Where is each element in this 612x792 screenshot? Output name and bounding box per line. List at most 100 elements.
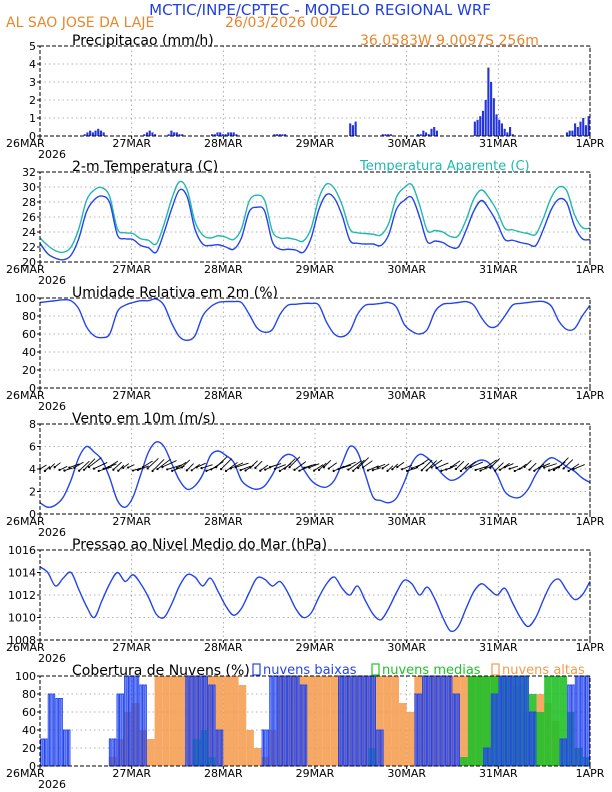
wind-barb-dot — [440, 469, 443, 472]
wind-barb-dot — [249, 466, 252, 469]
wind-barb — [39, 464, 47, 470]
panel-0: 0 1 2 3 4 5 26MAR 27MAR 28MAR 29MAR 30MAR 31MAR 1APR… — [6, 33, 605, 161]
wind-barb-dot — [543, 466, 546, 469]
cloud-low-bar — [57, 698, 61, 767]
legend-label: nuvens altas — [502, 663, 585, 678]
x-tick-label: 1APR — [576, 137, 605, 150]
wind-barb — [59, 466, 68, 471]
cloud-low-bar — [63, 729, 66, 767]
precip-bar — [278, 134, 281, 136]
precip-bar — [354, 121, 357, 136]
cloud-high-bar — [345, 676, 354, 766]
series-line-0 — [39, 566, 591, 633]
precip-bar — [500, 123, 504, 136]
cloud-low-bar — [68, 729, 71, 767]
precip-bar — [433, 127, 436, 136]
y-tick-label: 40 — [22, 724, 36, 737]
wind-barb — [529, 462, 537, 471]
wind-barb-dot — [210, 468, 213, 471]
wind-barb — [235, 462, 249, 468]
x-tick-label: 26MAR — [6, 767, 45, 780]
precip-bar — [232, 132, 235, 136]
wind-barb-dot — [425, 469, 428, 472]
wind-barb-dot — [259, 469, 262, 472]
precip-bar — [170, 130, 173, 136]
cloud-low-bar — [304, 684, 308, 767]
cloud-low-bar — [50, 693, 53, 767]
wind-barb-dot — [190, 469, 193, 472]
x-tick-label: 30MAR — [387, 767, 426, 780]
cloud-high-bar — [337, 676, 346, 766]
year-label: 2026 — [38, 400, 66, 413]
wind-barb — [558, 457, 569, 468]
wind-barb-dot — [146, 467, 149, 470]
precip-bar — [476, 119, 479, 136]
x-tick-label: 29MAR — [296, 641, 335, 654]
wind-barb — [132, 467, 142, 471]
precip-bar — [227, 132, 230, 136]
cloud-high-bar — [284, 676, 293, 766]
precip-bar — [389, 134, 392, 136]
x-tick-label: 30MAR — [387, 515, 426, 528]
wind-barb-dot — [107, 465, 110, 469]
cloud-mid-bar — [544, 676, 552, 766]
x-tick-label: 29MAR — [296, 515, 335, 528]
x-tick-label: 1APR — [576, 389, 605, 402]
wind-barb — [455, 460, 465, 470]
wind-barb-dot — [376, 466, 379, 469]
x-tick-label: 26MAR — [6, 641, 45, 654]
cloud-high-bar — [437, 676, 445, 766]
wind-barb — [539, 463, 551, 469]
y-tick-label: 4 — [29, 463, 36, 476]
cloud-high-bar — [238, 685, 247, 766]
run-date-label: 26/03/2026 00Z — [225, 15, 338, 31]
cloud-high-bar — [246, 730, 254, 766]
wind-barb-dot — [200, 467, 203, 470]
wind-barb — [387, 465, 394, 472]
precip-bar — [210, 134, 214, 136]
cloud-high-bar — [230, 676, 239, 766]
wind-barb-dot — [528, 468, 531, 471]
cloud-low-bar — [210, 684, 214, 767]
precip-bar — [490, 82, 493, 136]
x-tick-label: 31MAR — [479, 767, 518, 780]
wind-barb — [348, 460, 362, 470]
wind-barb-dot — [171, 469, 174, 472]
y-tick-label: 100 — [15, 292, 36, 305]
panel-title: Pressao ao Nivel Medio do Mar (hPa) — [72, 537, 327, 553]
cloud-high-bar — [307, 676, 315, 766]
precip-bar — [422, 130, 425, 136]
panel-title: 2-m Temperatura (C) — [72, 159, 218, 175]
wind-barb — [416, 458, 430, 468]
wind-barb-dot — [224, 469, 228, 473]
cloud-high-bar — [215, 676, 224, 766]
cloud-high-bar — [162, 676, 170, 766]
cloud-high-bar — [269, 730, 277, 766]
wind-barb — [196, 462, 206, 468]
cloud-low-bar — [47, 693, 51, 767]
wind-barb — [573, 464, 585, 470]
cloud-mid-bar — [467, 676, 476, 766]
x-tick-label: 28MAR — [204, 641, 243, 654]
wind-barb-dot — [97, 469, 100, 473]
wind-barb-dot — [547, 469, 551, 472]
wind-barb-dot — [87, 465, 91, 469]
panel-title: Vento em 10m (m/s) — [72, 411, 216, 427]
cloud-high-bar — [452, 676, 461, 766]
wind-barb-dot — [366, 469, 370, 472]
wind-barb-dot — [508, 467, 511, 470]
wind-barb-dot — [474, 468, 477, 472]
wind-barb — [113, 461, 122, 471]
precip-bar — [224, 134, 227, 136]
y-tick-label: 1008 — [8, 634, 36, 647]
cloud-high-bar — [108, 757, 117, 766]
wind-barb — [54, 462, 61, 468]
x-tick-label: 29MAR — [296, 137, 335, 150]
cloud-high-bar — [116, 739, 125, 766]
wind-barb-dot — [151, 469, 154, 473]
wind-barb-dot — [552, 468, 556, 472]
wind-barb-dot — [180, 466, 184, 469]
cloud-high-bar — [146, 739, 155, 766]
wind-barb-dot — [347, 468, 350, 471]
cloud-low-bar — [60, 698, 63, 767]
